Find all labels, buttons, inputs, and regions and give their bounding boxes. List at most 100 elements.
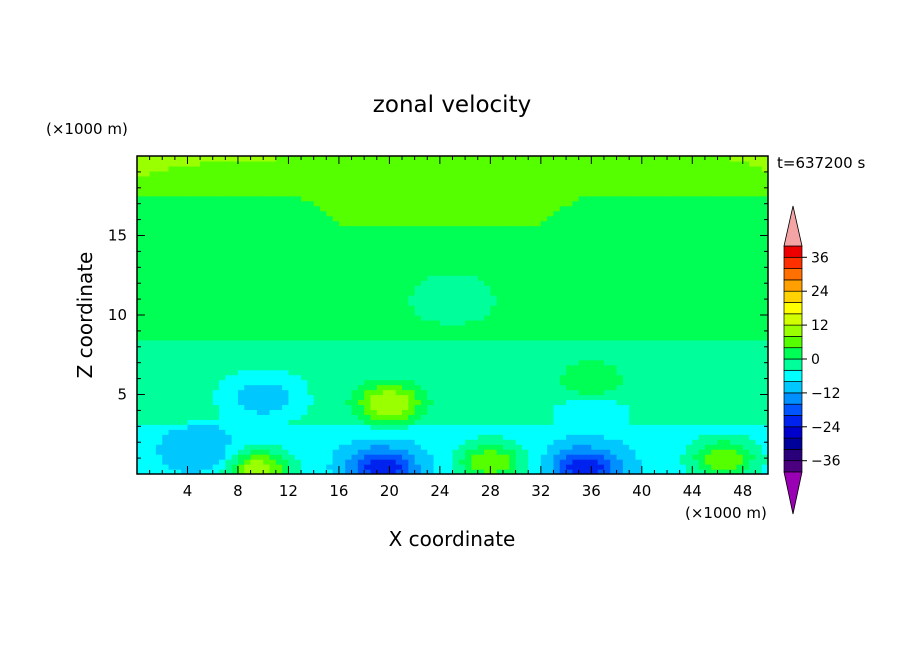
field-cell <box>610 215 618 222</box>
field-cell <box>149 270 157 276</box>
field-cell <box>137 265 144 271</box>
field-cell <box>332 384 340 391</box>
field-cell <box>395 260 403 266</box>
field-cell <box>174 300 182 306</box>
field-cell <box>515 310 523 316</box>
field-cell <box>181 454 189 460</box>
field-cell <box>244 384 252 391</box>
field-cell <box>502 384 510 391</box>
field-cell <box>528 165 536 172</box>
field-cell <box>490 379 498 386</box>
field-cell <box>282 404 290 411</box>
field-cell <box>206 295 214 301</box>
field-cell <box>622 285 630 291</box>
field-cell <box>389 265 397 271</box>
field-cell <box>282 270 290 276</box>
field-cell <box>282 334 290 341</box>
field-cell <box>389 240 397 247</box>
field-cell <box>427 230 435 237</box>
field-cell <box>420 305 428 311</box>
field-cell <box>332 334 340 341</box>
field-cell <box>364 419 372 425</box>
field-cell <box>414 180 422 187</box>
field-cell <box>143 225 151 232</box>
field-cell <box>597 349 605 356</box>
field-cell <box>212 394 220 401</box>
field-cell <box>187 324 195 331</box>
field-cell <box>452 399 460 406</box>
field-cell <box>137 310 144 316</box>
field-cell <box>149 464 157 470</box>
field-cell <box>547 329 555 336</box>
field-cell <box>193 369 201 376</box>
field-cell <box>237 439 245 445</box>
field-cell <box>212 409 220 415</box>
field-cell <box>420 156 428 162</box>
field-cell <box>307 210 315 217</box>
field-cell <box>275 315 283 321</box>
field-cell <box>433 389 441 396</box>
field-cell <box>502 379 510 386</box>
field-cell <box>515 235 523 242</box>
field-cell <box>458 369 466 376</box>
field-cell <box>439 310 447 316</box>
field-cell <box>263 469 271 474</box>
field-cell <box>540 414 548 420</box>
field-cell <box>540 220 548 227</box>
field-cell <box>420 270 428 276</box>
field-cell <box>427 389 435 396</box>
field-cell <box>603 324 611 331</box>
field-cell <box>143 369 151 376</box>
field-cell <box>471 215 479 222</box>
field-cell <box>351 315 359 321</box>
field-cell <box>376 245 384 252</box>
field-cell <box>338 354 346 361</box>
field-cell <box>509 175 517 182</box>
field-cell <box>193 265 201 271</box>
field-cell <box>345 205 353 212</box>
field-cell <box>414 210 422 217</box>
field-cell <box>338 270 346 276</box>
field-cell <box>149 280 157 286</box>
field-cell <box>155 215 163 222</box>
field-cell <box>294 444 302 450</box>
field-cell <box>395 449 403 455</box>
field-cell <box>509 260 517 266</box>
field-cell <box>149 449 157 455</box>
field-cell <box>256 469 264 474</box>
field-cell <box>338 404 346 411</box>
field-cell <box>559 339 567 346</box>
field-cell <box>591 344 599 351</box>
field-cell <box>351 305 359 311</box>
field-cell <box>540 240 548 247</box>
field-cell <box>521 394 529 401</box>
field-cell <box>408 414 416 420</box>
field-cell <box>263 369 271 376</box>
field-cell <box>250 394 258 401</box>
field-cell <box>572 444 580 450</box>
field-cell <box>149 205 157 212</box>
field-cell <box>458 225 466 232</box>
field-cell <box>540 319 548 326</box>
field-cell <box>313 290 321 296</box>
field-cell <box>275 156 283 162</box>
field-cell <box>200 384 208 391</box>
field-cell <box>137 165 144 172</box>
field-cell <box>212 210 220 217</box>
field-cell <box>256 444 264 450</box>
field-cell <box>585 250 592 256</box>
field-cell <box>313 260 321 266</box>
field-cell <box>578 280 586 286</box>
field-cell <box>465 220 473 227</box>
field-cell <box>446 165 454 172</box>
field-cell <box>622 275 630 281</box>
field-cell <box>477 364 485 371</box>
field-cell <box>168 295 176 301</box>
field-cell <box>383 275 390 281</box>
field-cell <box>446 369 454 376</box>
field-cell <box>244 449 252 455</box>
field-cell <box>376 210 384 217</box>
field-cell <box>187 384 195 391</box>
field-cell <box>452 429 460 435</box>
field-cell <box>301 215 308 222</box>
